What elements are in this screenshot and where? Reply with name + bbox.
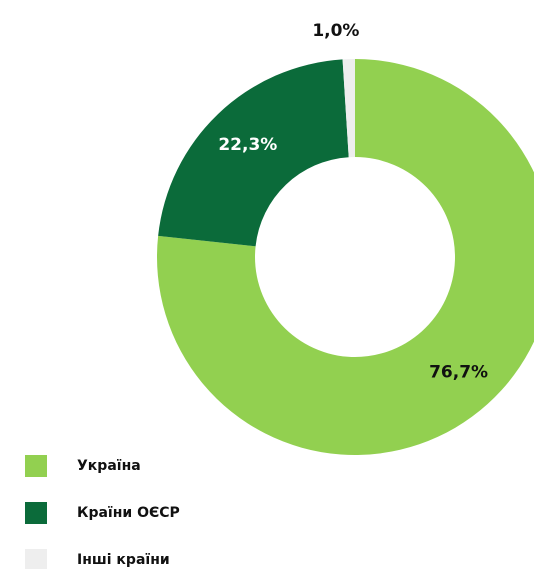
data-label: 1,0% xyxy=(312,21,359,41)
legend-swatch xyxy=(25,455,47,477)
legend-label: Україна xyxy=(77,458,141,474)
legend-label: Інші країни xyxy=(77,552,170,568)
legend-swatch xyxy=(25,549,47,569)
slice xyxy=(157,59,534,455)
slice xyxy=(158,59,349,247)
data-label: 22,3% xyxy=(218,135,277,155)
slice xyxy=(342,59,355,158)
legend-swatch xyxy=(25,502,47,524)
data-label: 76,7% xyxy=(429,362,488,382)
legend-label: Країни ОЄСР xyxy=(77,505,180,521)
